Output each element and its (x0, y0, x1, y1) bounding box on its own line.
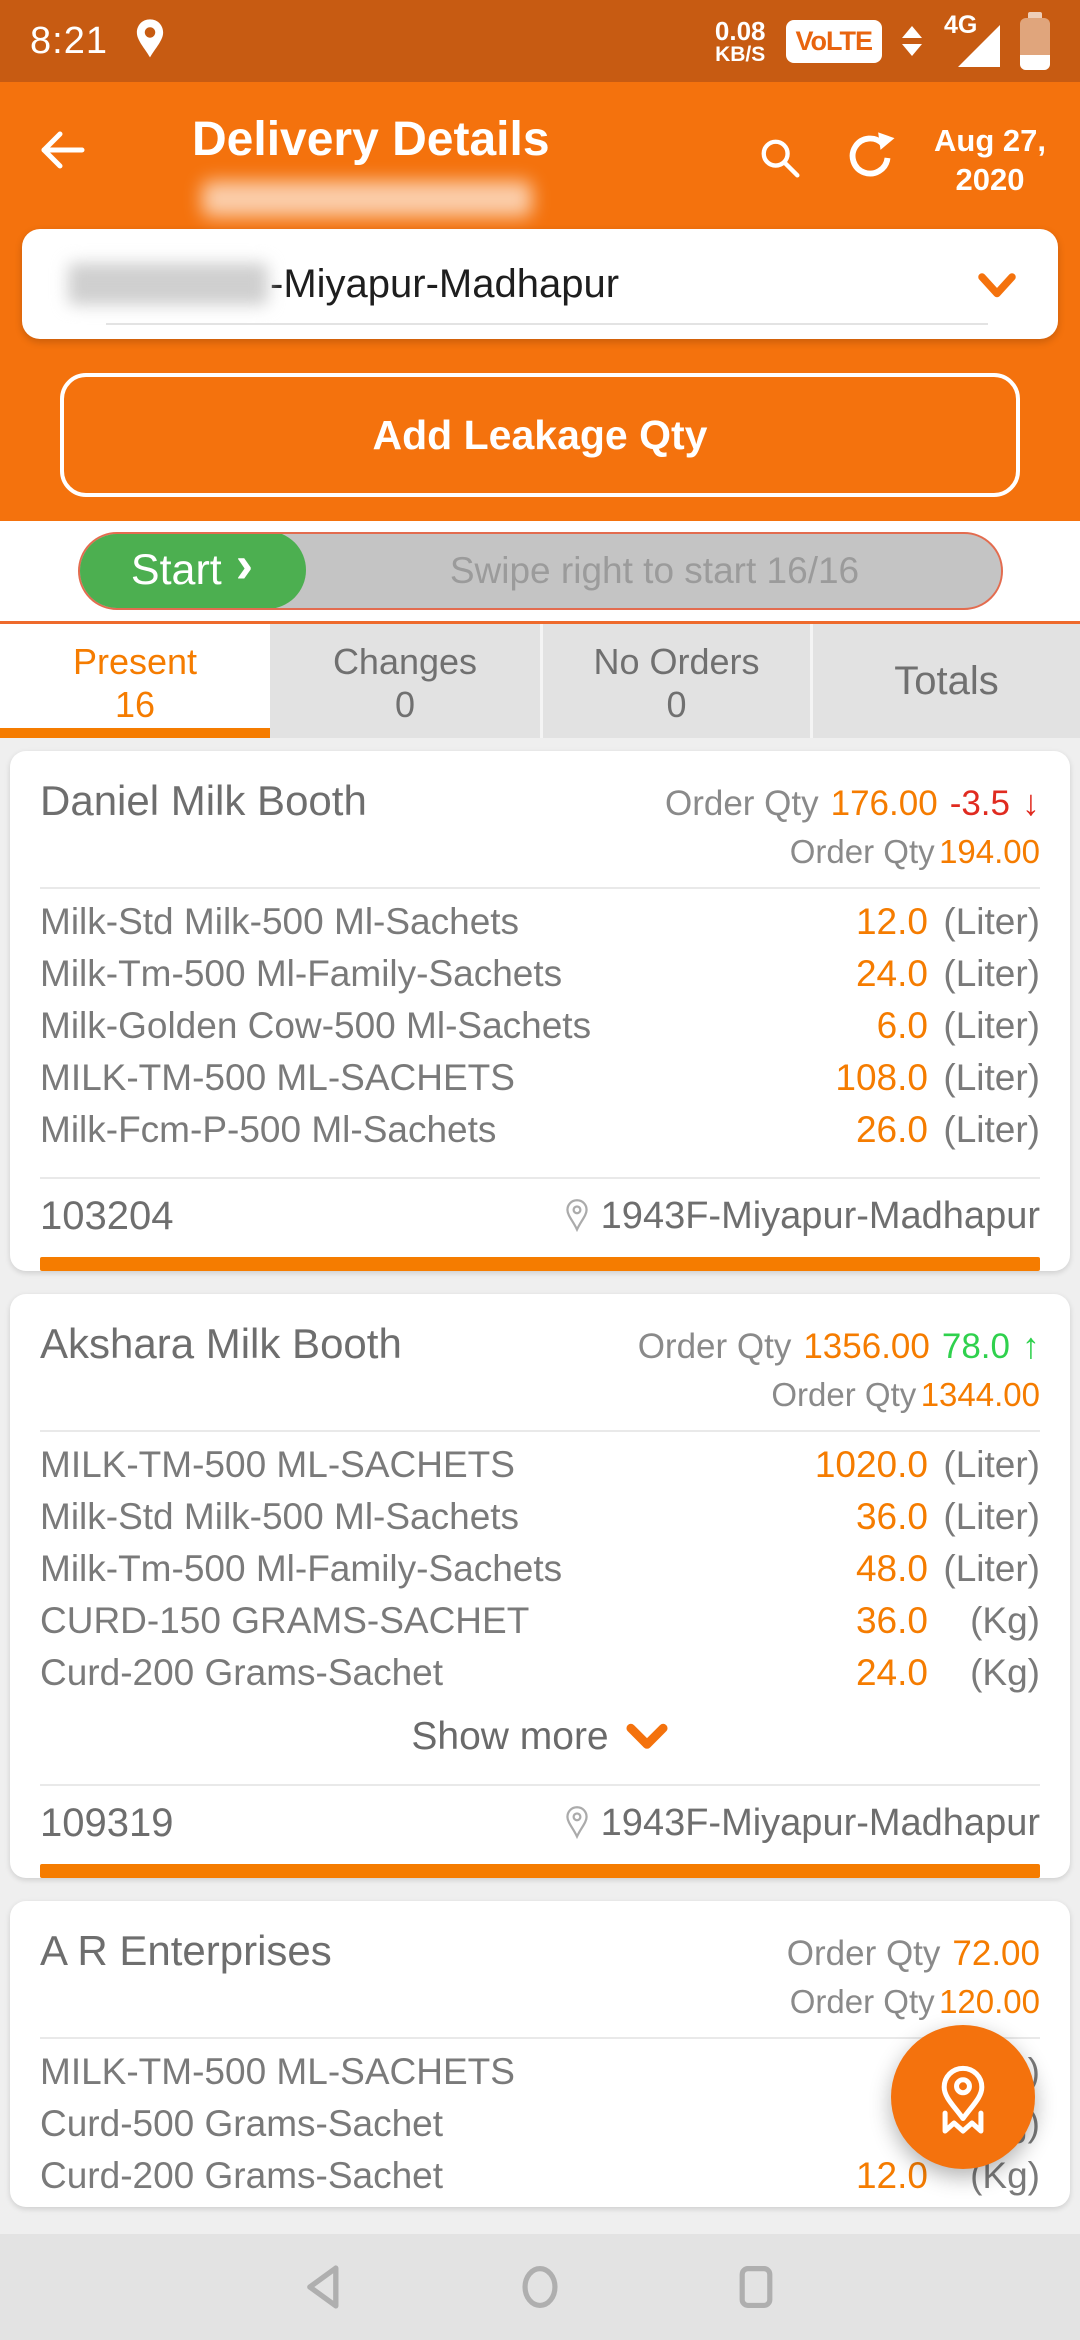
product-row: Milk-Tm-500 Ml-Family-Sachets 48.0 (Lite… (40, 1548, 1040, 1589)
card-progress-bar (40, 1257, 1040, 1271)
qty-delta: 78.0 (941, 1327, 1010, 1366)
booth-list: Daniel Milk Booth Order Qty 176.00 -3.5 … (0, 738, 1080, 2207)
search-icon[interactable] (754, 132, 806, 189)
network-speed: 0.08 KB/S (714, 15, 766, 66)
order-qty-prev-value: 120.00 (939, 1983, 1040, 2020)
nav-home-button[interactable] (510, 2259, 570, 2315)
product-row: Milk-Tm-500 Ml-Family-Sachets 24.0 (Lite… (40, 953, 1040, 994)
add-leakage-qty-button[interactable]: Add Leakage Qty (60, 373, 1020, 497)
data-activity-icon (902, 26, 922, 56)
order-qty-label: Order Qty (786, 1934, 941, 1973)
tab-present[interactable]: Present 16 (0, 624, 270, 738)
divider (40, 887, 1040, 889)
clock: 8:21 (30, 19, 108, 62)
order-qty-label: Order Qty (664, 784, 819, 823)
product-row: MILK-TM-500 ML-SACHETS 1 (Liter) (40, 2051, 1040, 2092)
route-dropdown[interactable]: -Miyapur-Madhapur (22, 229, 1058, 339)
booth-card: Daniel Milk Booth Order Qty 176.00 -3.5 … (10, 751, 1070, 1271)
order-qty-value: 1356.00 (803, 1327, 930, 1366)
show-more-button[interactable]: Show more (40, 1706, 1040, 1768)
android-nav-bar (0, 2234, 1080, 2340)
order-qty-prev-value: 1344.00 (920, 1376, 1040, 1413)
booth-code: 109319 (40, 1800, 174, 1845)
map-fab-button[interactable] (891, 2025, 1035, 2169)
start-slider-handle[interactable]: Start › (80, 534, 306, 608)
product-row: CURD-150 GRAMS-SACHET 36.0 (Kg) (40, 1600, 1040, 1641)
nav-recents-button[interactable] (726, 2259, 786, 2315)
order-qty-value: 176.00 (830, 784, 938, 823)
page-title: Delivery Details (192, 113, 550, 166)
swipe-track[interactable]: Start › Swipe right to start 16/16 (78, 532, 1003, 610)
back-triangle-icon (307, 2265, 339, 2309)
volte-badge-icon: VoLTE (785, 19, 882, 63)
divider (40, 1430, 1040, 1432)
refresh-icon[interactable] (842, 130, 898, 191)
chevron-right-icon: › (235, 536, 254, 595)
chevron-down-icon (626, 1723, 668, 1749)
tab-bar: Present 16 Changes 0 No Orders 0 Totals (0, 624, 1080, 738)
tab-no-orders[interactable]: No Orders 0 (540, 624, 810, 738)
booth-name: A R Enterprises (40, 1927, 332, 1974)
order-qty-label: Order Qty (771, 1376, 917, 1413)
arrow-down-icon: ↓ (1022, 782, 1040, 823)
recents-square-icon (739, 2266, 773, 2308)
status-bar: 8:21 0.08 KB/S VoLTE 4G (0, 0, 1080, 82)
map-pin-icon (565, 1806, 588, 1840)
divider (40, 1177, 1040, 1179)
booth-route: 1943F-Miyapur-Madhapur (600, 1194, 1040, 1237)
card-progress-bar (40, 1864, 1040, 1878)
map-pin-icon (565, 1199, 588, 1233)
nav-back-button[interactable] (294, 2259, 354, 2315)
app-header: Delivery Details Aug 27, 2020 -Miyapur-M… (0, 82, 1080, 521)
product-row: MILK-TM-500 ML-SACHETS 108.0 (Liter) (40, 1057, 1040, 1098)
divider (40, 1784, 1040, 1786)
order-qty-label: Order Qty (789, 1983, 935, 2020)
order-qty-prev-value: 194.00 (939, 833, 1040, 870)
swipe-section: Start › Swipe right to start 16/16 (0, 521, 1080, 624)
dropdown-underline (106, 323, 988, 325)
home-circle-icon (522, 2266, 558, 2308)
booth-name: Daniel Milk Booth (40, 777, 367, 824)
product-row: Milk-Golden Cow-500 Ml-Sachets 6.0 (Lite… (40, 1005, 1040, 1046)
tab-changes[interactable]: Changes 0 (332, 641, 478, 725)
divider (40, 2037, 1040, 2039)
delivery-date[interactable]: Aug 27, 2020 (934, 123, 1046, 197)
product-row: Curd-500 Grams-Sachet 3 (Kg) (40, 2103, 1040, 2144)
order-qty-label: Order Qty (789, 833, 935, 870)
chevron-down-icon (976, 271, 1018, 306)
booth-name: Akshara Milk Booth (40, 1320, 402, 1367)
product-row: Milk-Std Milk-500 Ml-Sachets 36.0 (Liter… (40, 1496, 1040, 1537)
map-marker-icon (941, 2065, 985, 2134)
booth-route: 1943F-Miyapur-Madhapur (600, 1801, 1040, 1844)
order-qty-label: Order Qty (637, 1327, 792, 1366)
battery-icon (1020, 12, 1050, 70)
product-row: Milk-Std Milk-500 Ml-Sachets 12.0 (Liter… (40, 901, 1040, 942)
product-row: Curd-200 Grams-Sachet 12.0 (Kg) (40, 2155, 1040, 2196)
route-dropdown-value: -Miyapur-Madhapur (270, 261, 620, 306)
qty-delta: -3.5 (949, 784, 1010, 823)
tab-totals[interactable]: Totals (810, 624, 1080, 738)
redacted-route-code (68, 263, 268, 305)
swipe-hint-text: Swipe right to start 16/16 (449, 550, 860, 591)
back-arrow-icon[interactable] (34, 126, 92, 179)
booth-card: Akshara Milk Booth Order Qty 1356.00 78.… (10, 1294, 1070, 1878)
location-pin-icon (134, 18, 166, 65)
arrow-up-icon: ↑ (1022, 1325, 1040, 1366)
order-qty-value: 72.00 (952, 1934, 1040, 1973)
redacted-subtitle (202, 181, 532, 217)
signal-strength-icon: 4G (942, 11, 1000, 69)
product-row: Milk-Fcm-P-500 Ml-Sachets 26.0 (Liter) (40, 1109, 1040, 1150)
booth-card: A R Enterprises Order Qty 72.00 Order Qt… (10, 1901, 1070, 2207)
product-row: Curd-200 Grams-Sachet 24.0 (Kg) (40, 1652, 1040, 1693)
product-row: MILK-TM-500 ML-SACHETS 1020.0 (Liter) (40, 1444, 1040, 1485)
booth-code: 103204 (40, 1193, 174, 1238)
